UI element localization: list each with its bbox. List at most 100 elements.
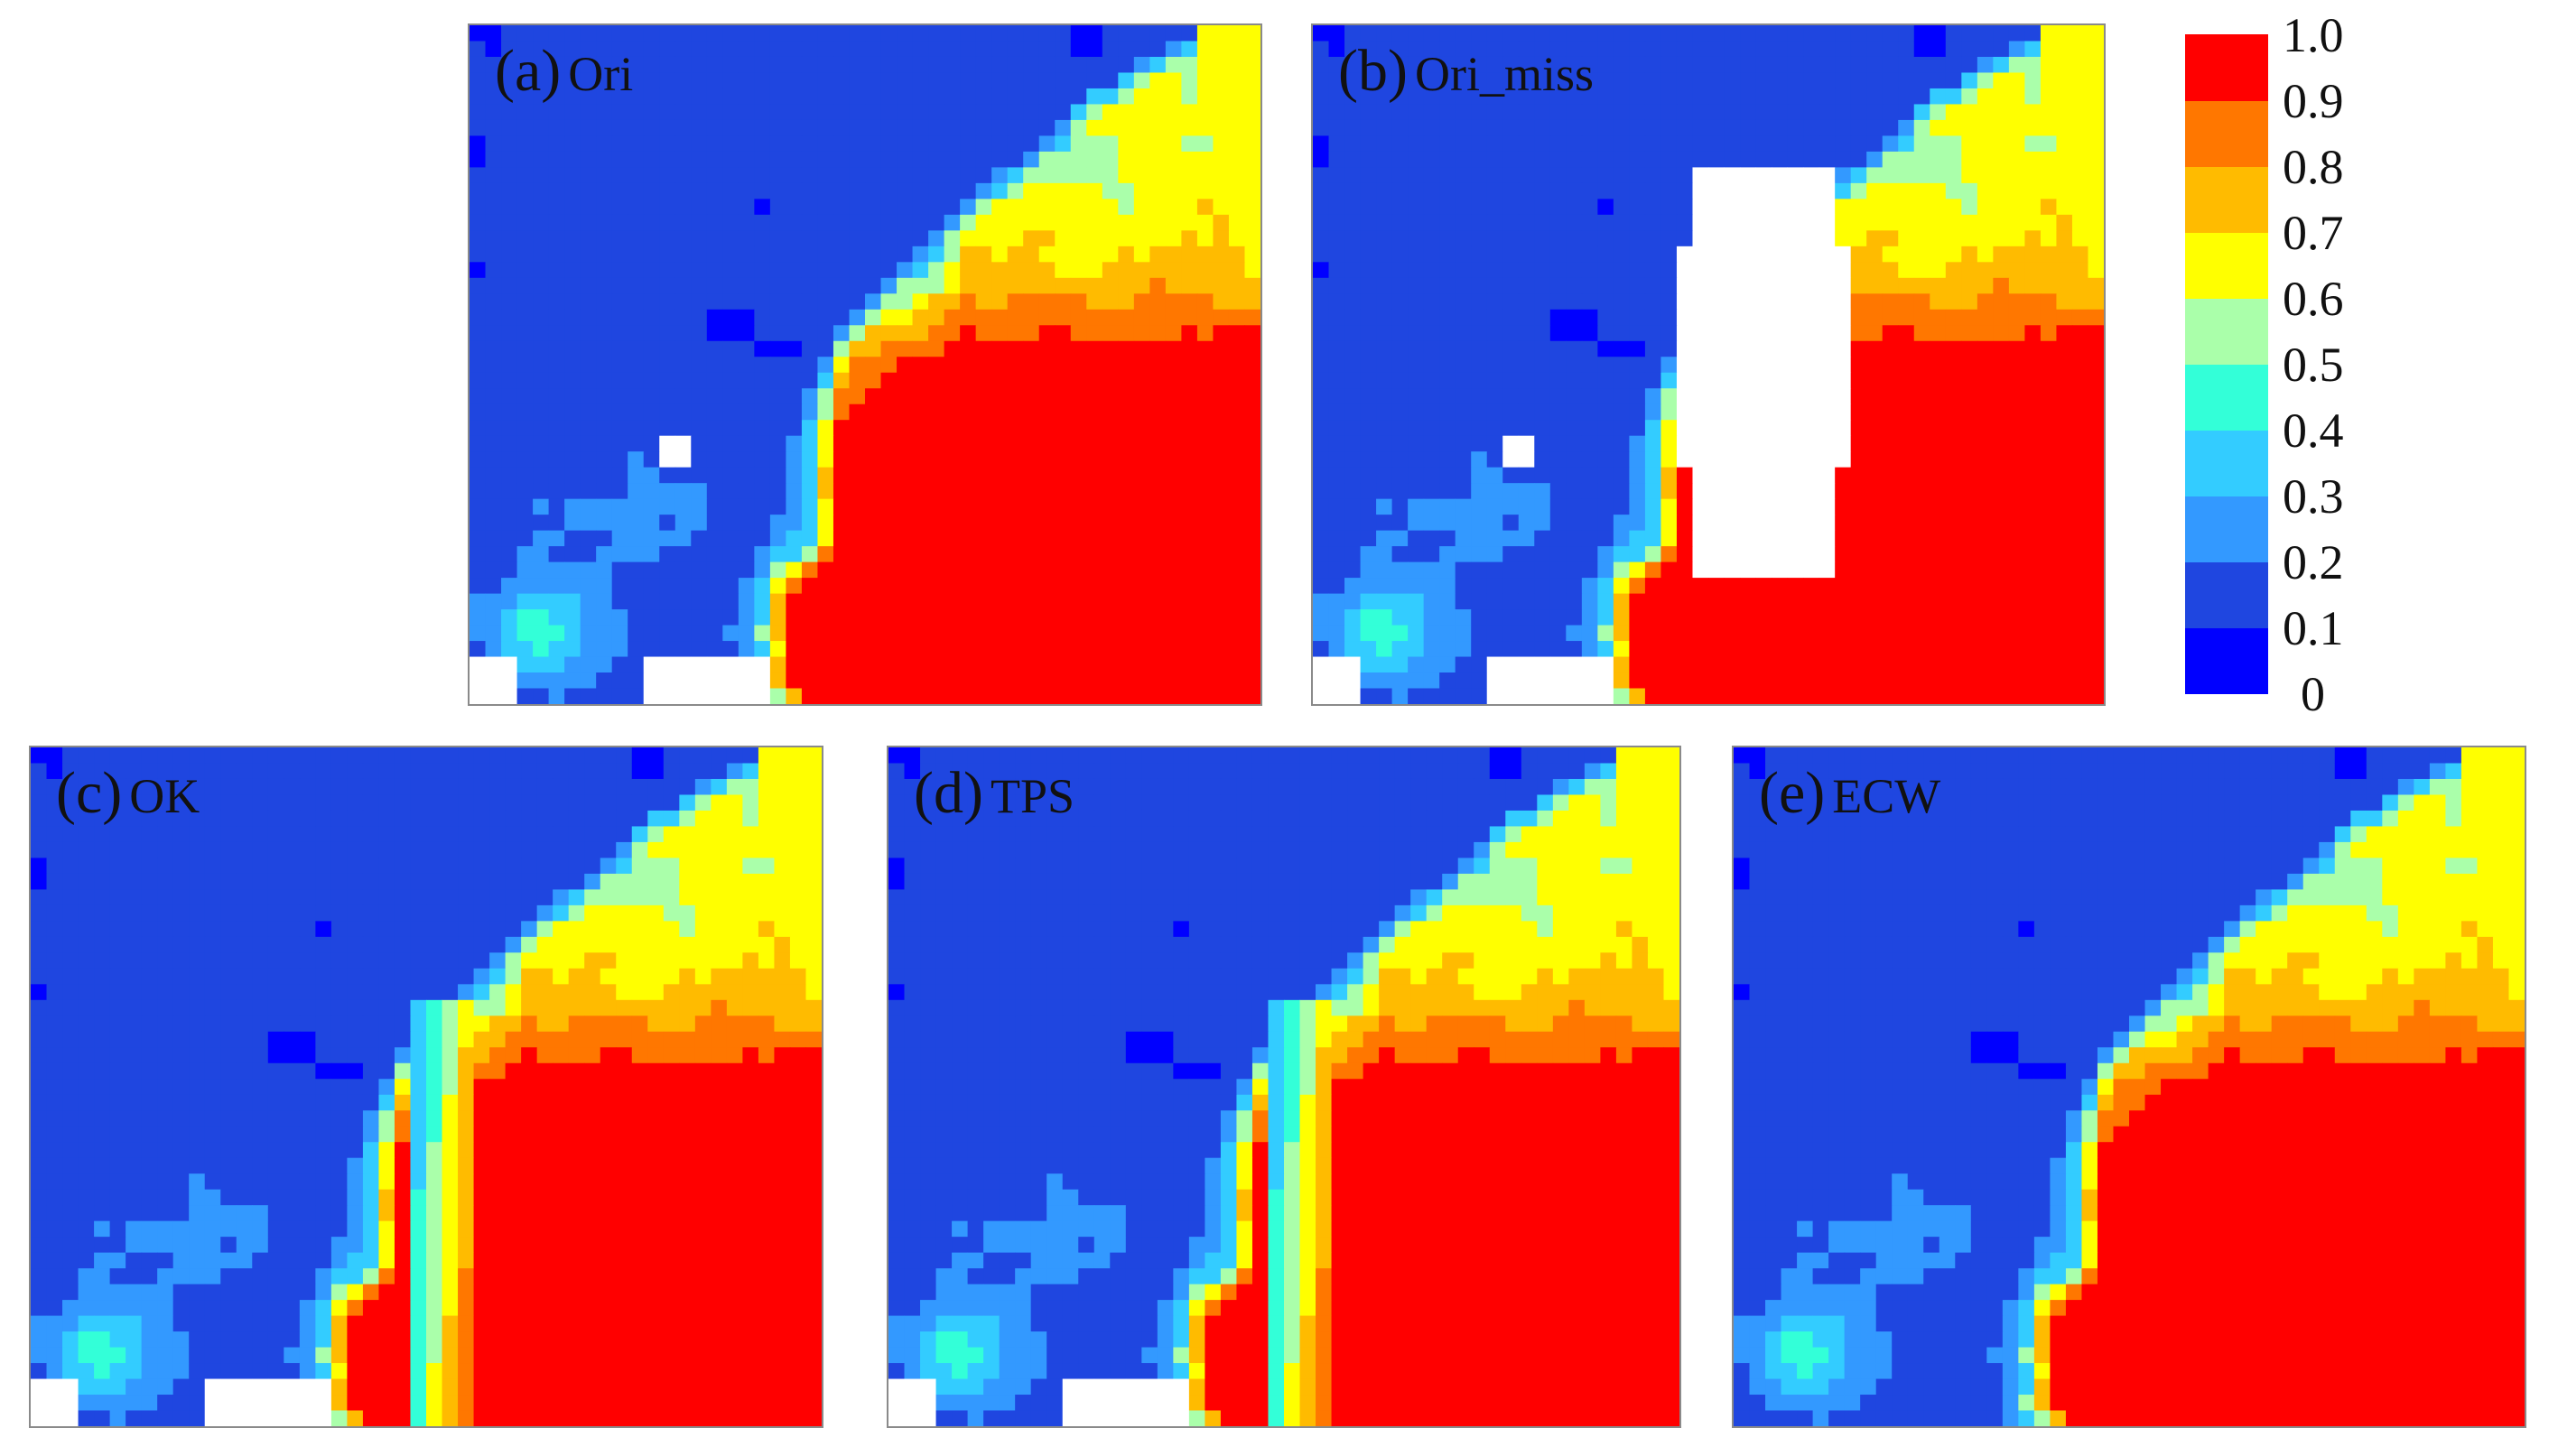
heatmap-cell: [1439, 515, 1456, 532]
heatmap-cell: [1070, 357, 1087, 374]
heatmap-cell: [1708, 246, 1725, 263]
heatmap-cell: [738, 41, 755, 58]
heatmap-cell: [833, 182, 850, 199]
heatmap-cell: [1518, 420, 1535, 437]
heatmap-cell: [1898, 578, 1915, 595]
heatmap-cell: [1660, 578, 1678, 595]
heatmap-cell: [473, 936, 490, 953]
heatmap-cell: [659, 151, 676, 168]
heatmap-cell: [521, 921, 538, 938]
heatmap-cell: [1644, 609, 1661, 626]
heatmap-cell: [1423, 435, 1440, 452]
heatmap-cell: [1196, 656, 1214, 673]
heatmap-cell: [880, 467, 898, 484]
heatmap-cell: [2024, 72, 2042, 89]
heatmap-cell: [1534, 578, 1551, 595]
heatmap-cell: [1597, 546, 1614, 563]
heatmap-cell: [1534, 672, 1551, 689]
heatmap-cell: [1613, 388, 1630, 405]
heatmap-cell: [1724, 625, 1741, 642]
heatmap-cell: [1086, 214, 1103, 231]
heatmap-cell: [548, 182, 565, 199]
heatmap-cell: [580, 625, 597, 642]
heatmap-cell: [611, 199, 628, 216]
heatmap-cell: [991, 214, 1009, 231]
heatmap-cell: [1423, 277, 1440, 294]
heatmap-cell: [220, 763, 237, 780]
heatmap-cell: [1149, 372, 1167, 389]
heatmap-cell: [1787, 483, 1804, 500]
heatmap-cell: [975, 609, 992, 626]
heatmap-cell: [1023, 230, 1040, 247]
heatmap-cell: [643, 451, 660, 468]
heatmap-cell: [1803, 56, 1820, 73]
heatmap-cell: [1566, 578, 1583, 595]
heatmap-cell: [865, 625, 881, 642]
heatmap-cell: [912, 309, 929, 326]
heatmap-cell: [1455, 388, 1472, 405]
heatmap-cell: [722, 467, 739, 484]
heatmap-cell: [1660, 340, 1678, 357]
heatmap-cell: [928, 88, 945, 105]
heatmap-cell: [1439, 357, 1456, 374]
heatmap-cell: [1961, 262, 1978, 279]
heatmap-cell: [2040, 641, 2057, 657]
heatmap-cell: [1819, 277, 1836, 294]
heatmap-cell: [568, 841, 585, 858]
heatmap-cell: [1455, 340, 1472, 357]
heatmap-cell: [679, 778, 696, 795]
heatmap-cell: [1787, 388, 1804, 405]
heatmap-cell: [1803, 672, 1820, 689]
heatmap-cell: [1913, 199, 1930, 216]
heatmap-cell: [1913, 72, 1930, 89]
heatmap-cell: [584, 873, 601, 890]
heatmap-cell: [1644, 25, 1661, 42]
heatmap-cell: [1023, 420, 1040, 437]
heatmap-cell: [674, 483, 692, 500]
heatmap-cell: [849, 403, 866, 421]
heatmap-cell: [580, 578, 597, 595]
heatmap-cell: [596, 609, 613, 626]
heatmap-cell: [1613, 182, 1630, 199]
heatmap-cell: [774, 936, 791, 953]
heatmap-cell: [975, 561, 992, 579]
heatmap-cell: [2008, 372, 2025, 389]
heatmap-cell: [1676, 309, 1693, 326]
heatmap-cell: [754, 119, 771, 136]
heatmap-cell: [501, 325, 517, 342]
heatmap-cell: [1007, 104, 1024, 121]
heatmap-cell: [548, 593, 565, 610]
heatmap-cell: [1344, 167, 1361, 184]
heatmap-cell: [2040, 72, 2057, 89]
heatmap-cell: [470, 199, 486, 216]
heatmap-cell: [659, 561, 676, 579]
heatmap-cell: [1471, 72, 1488, 89]
heatmap-cell: [470, 357, 486, 374]
heatmap-cell: [1597, 451, 1614, 468]
heatmap-cell: [1930, 546, 1947, 563]
heatmap-cell: [769, 641, 786, 657]
heatmap-cell: [722, 483, 739, 500]
heatmap-cell: [1213, 199, 1230, 216]
heatmap-cell: [1391, 41, 1409, 58]
heatmap-cell: [580, 199, 597, 216]
heatmap-cell: [299, 873, 316, 890]
heatmap-cell: [674, 151, 692, 168]
heatmap-cell: [674, 467, 692, 484]
heatmap-cell: [1898, 420, 1915, 437]
heatmap-cell: [758, 936, 775, 953]
heatmap-cell: [548, 688, 565, 704]
heatmap-cell: [501, 72, 517, 89]
heatmap-cell: [1755, 498, 1772, 515]
heatmap-cell: [1692, 151, 1709, 168]
heatmap-cell: [1613, 293, 1630, 311]
heatmap-cell: [1613, 119, 1630, 136]
heatmap-cell: [1149, 277, 1167, 294]
heatmap-cell: [912, 135, 929, 153]
heatmap-cell: [1930, 641, 1947, 657]
heatmap-cell: [1391, 119, 1409, 136]
heatmap-cell: [817, 672, 834, 689]
heatmap-cell: [470, 435, 486, 452]
heatmap-cell: [1613, 467, 1630, 484]
heatmap-cell: [1391, 88, 1409, 105]
